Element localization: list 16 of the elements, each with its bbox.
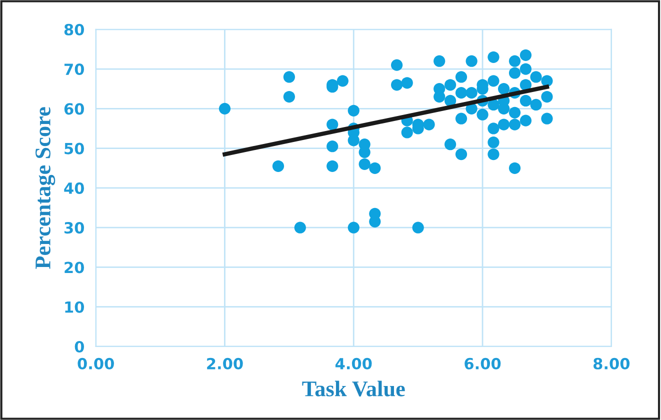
y-tick-label: 0 — [74, 340, 84, 353]
y-tick-label: 10 — [65, 301, 84, 313]
y-tick-label: 70 — [64, 64, 84, 76]
y-tick-label: 50 — [64, 142, 84, 154]
y-tick-label: 80 — [64, 24, 84, 36]
x-tick-label: 8.00 — [594, 358, 630, 370]
x-tick-label: 6.00 — [464, 358, 501, 370]
y-tick-label: 30 — [64, 222, 84, 234]
y-axis-title: Percentage Score — [36, 107, 56, 269]
y-tick-label: 20 — [64, 262, 84, 274]
x-axis-title: Task Value — [302, 380, 405, 396]
y-tick-label: 60 — [64, 103, 84, 115]
x-tick-label: 2.00 — [207, 358, 243, 370]
y-tick-label: 40 — [64, 182, 84, 194]
x-tick-label: 0.00 — [78, 358, 114, 370]
x-tick-label: 4.00 — [335, 358, 372, 370]
